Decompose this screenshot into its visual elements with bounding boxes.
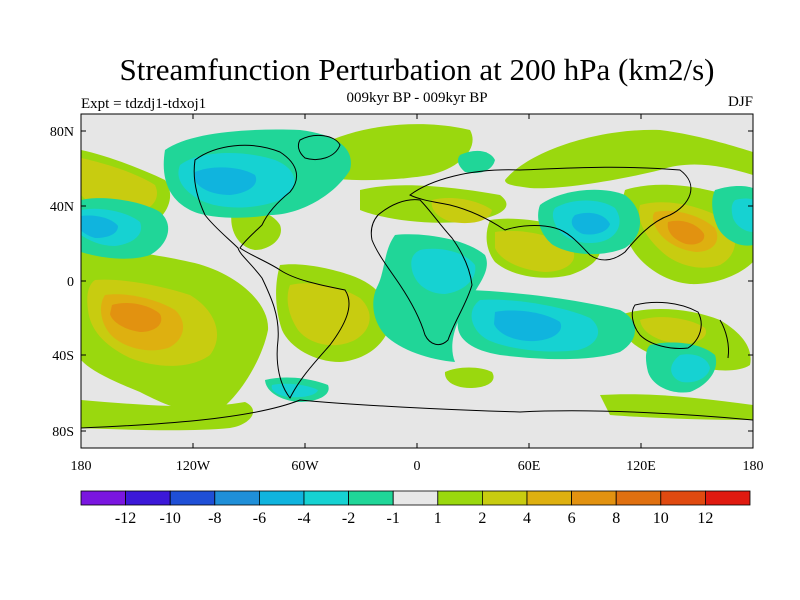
- page-title: Streamfunction Perturbation at 200 hPa (…: [120, 52, 715, 87]
- contour-level-4: [110, 220, 705, 332]
- colorbar-swatch: [481, 490, 528, 506]
- contour-level-neg3: [81, 167, 610, 342]
- colorbar-label: -12: [115, 510, 136, 527]
- colorbar-label: -4: [297, 510, 310, 527]
- colorbar-label: 12: [697, 510, 713, 527]
- lat-tick-label: 40N: [50, 200, 74, 215]
- colorbar-swatch: [615, 490, 662, 506]
- lon-tick-label: 180: [71, 459, 92, 474]
- subtitle-right: DJF: [728, 94, 753, 110]
- colorbar-label: 10: [653, 510, 669, 527]
- colorbar-swatch: [169, 490, 216, 506]
- colorbar-label: -1: [387, 510, 400, 527]
- colorbar-swatch: [303, 490, 349, 506]
- colorbar-label: 1: [434, 510, 442, 527]
- lat-tick-label: 80N: [50, 125, 74, 140]
- lon-tick-label: 60E: [518, 459, 541, 474]
- colorbar-swatch: [705, 490, 751, 506]
- colorbar-label: -6: [253, 510, 266, 527]
- colorbar-label: -8: [208, 510, 221, 527]
- lat-axis: 80N 40N 0 40S 80S: [50, 125, 74, 440]
- colorbar-label: -10: [160, 510, 181, 527]
- lat-tick-label: 40S: [52, 349, 74, 364]
- lon-tick-label: 60W: [291, 459, 319, 474]
- lon-tick-label: 180: [743, 459, 764, 474]
- map-panel: [81, 114, 753, 448]
- lat-tick-label: 80S: [52, 425, 74, 440]
- colorbar-swatch: [125, 490, 171, 506]
- colorbar-label: 6: [568, 510, 576, 527]
- colorbar-label: 8: [612, 510, 620, 527]
- colorbar-swatch: [660, 490, 706, 506]
- lon-tick-label: 120W: [176, 459, 211, 474]
- colorbar-label: -2: [342, 510, 355, 527]
- lon-tick-label: 0: [414, 459, 421, 474]
- subtitle-center: 009kyr BP - 009kyr BP: [346, 90, 487, 106]
- colorbar-label: 2: [478, 510, 486, 527]
- colorbar-swatch: [80, 490, 126, 506]
- lat-tick-label: 0: [67, 275, 74, 290]
- colorbar-swatch: [571, 490, 617, 506]
- coastlines: [81, 134, 753, 429]
- colorbar-label: 4: [523, 510, 531, 527]
- lon-tick-label: 120E: [626, 459, 656, 474]
- colorbar-swatch: [348, 490, 394, 506]
- lat-ticks: [81, 130, 753, 432]
- subtitle-left: Expt = tdzdj1-tdxoj1: [81, 96, 206, 112]
- colorbar-swatch: [437, 490, 483, 506]
- lon-axis: 180 120W 60W 0 60E 120E 180: [71, 459, 764, 474]
- colorbar-swatch: [214, 490, 260, 506]
- colorbar-swatch: [392, 490, 439, 506]
- lon-ticks: [192, 114, 642, 448]
- colorbar-swatch: [258, 490, 305, 506]
- colorbar: -12 -10 -8 -6 -4 -2 -1 1 2 4 6 8 10 12: [80, 490, 751, 527]
- colorbar-swatch: [526, 490, 572, 506]
